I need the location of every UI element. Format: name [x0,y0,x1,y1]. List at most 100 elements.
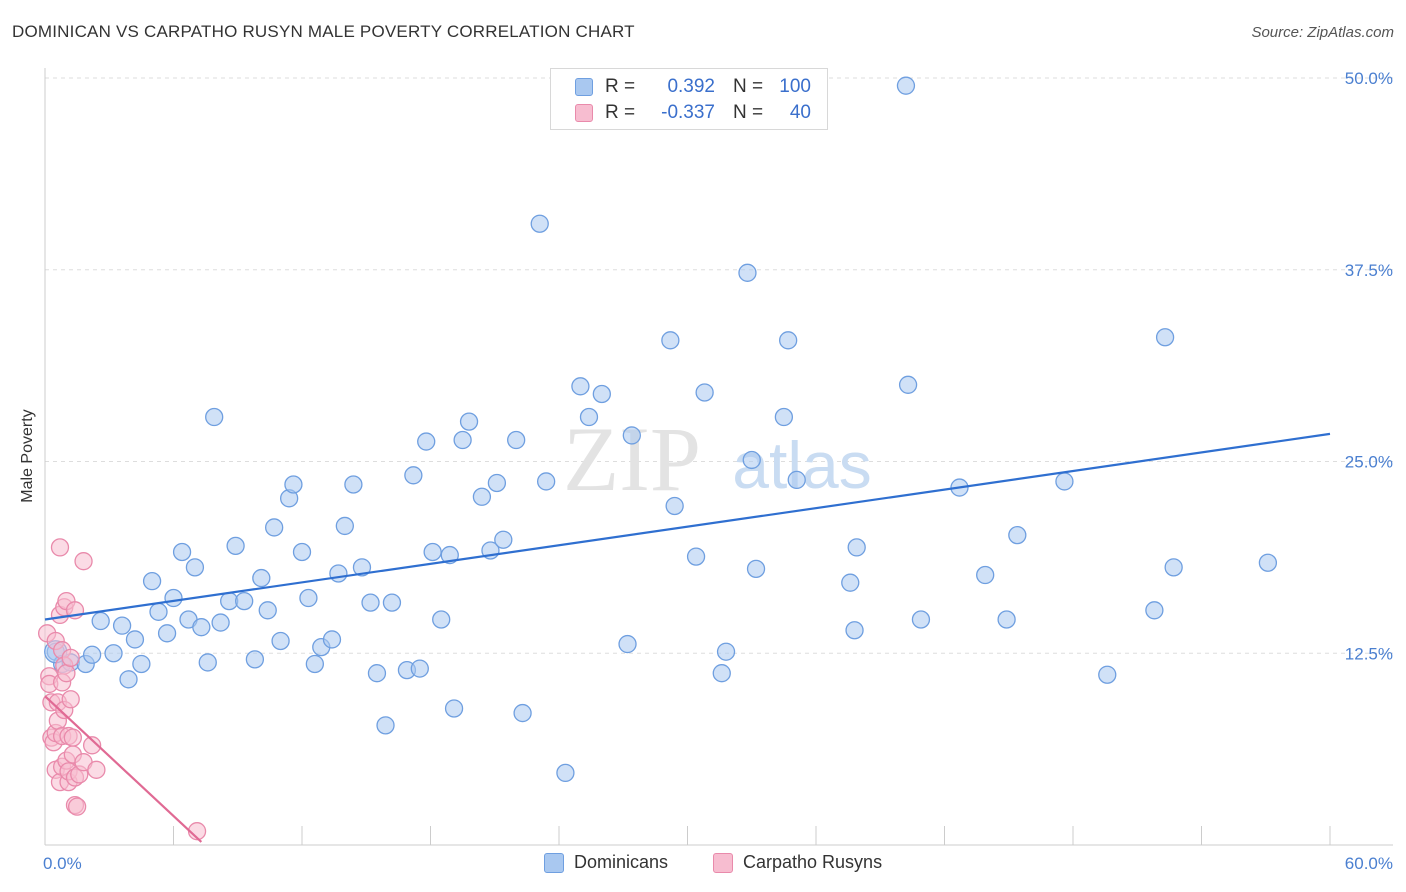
dominican-point [746,559,766,579]
dominican-point [1055,472,1074,491]
dominican-point [1098,665,1117,684]
dominican-point [149,602,168,621]
dominican-point [774,407,794,427]
carpatho-rusyn-point [63,728,82,747]
dominican-point [1008,525,1027,545]
dominican-point [1155,328,1175,347]
dominican-point [507,430,526,450]
dominican-point [571,377,590,396]
y-tick-label: 12.5% [1345,644,1393,663]
dominican-point [911,610,931,629]
chart-title: DOMINICAN VS CARPATHO RUSYN MALE POVERTY… [12,22,635,41]
dominican-point [91,611,110,631]
trend-lines [44,432,1331,843]
dominican-point [618,634,637,654]
dominican-point [787,470,806,490]
carpatho-rusyn-point [61,648,80,668]
dominican-point [361,593,380,612]
dominican-point [404,466,423,485]
legend-r-value: -0.337 [661,102,715,123]
dominican-point [185,558,205,577]
dominican-point [367,664,387,683]
dominican-point [1164,558,1183,577]
dominican-point [661,331,680,350]
dominican-point [271,631,290,651]
source-label: Source: ZipAtlas.com [1251,24,1394,41]
dominican-point [1145,601,1164,620]
dominican-point [112,616,132,635]
dominican-point [738,263,757,282]
legend-n-label: N = [733,76,764,97]
dominican-point [142,572,162,591]
dominican-point [444,699,464,718]
dominican-point [157,624,177,643]
dominican-point [125,630,145,649]
watermark: ZIP atlas [563,408,872,510]
dominican-point [329,564,348,583]
dominican-point [104,644,123,663]
gridlines [45,77,1393,654]
legend-n-label: N = [733,102,764,123]
bottom-legend-label: Dominicans [574,852,669,872]
dominican-point [494,530,513,549]
bottom-legend-swatch-dominicans [544,852,564,873]
dominican-point [537,472,556,491]
legend-row-dominicans: R = 0.392 N = 100 [575,75,811,99]
dominican-point [258,601,277,620]
legend-r-label: R = [605,102,636,123]
carpatho-rusyn-trend-line [44,695,203,843]
dominican-point [686,547,706,566]
dominican-point [119,670,138,689]
dominican-point [284,475,303,494]
x-tick-label: 0.0% [43,854,82,873]
bottom-legend-label: Carpatho Rusyns [743,852,883,872]
dominican-point [164,588,183,608]
dominican-point [292,542,312,562]
axes [44,68,1393,846]
dominican-point [172,542,192,562]
carpatho-rusyn-point [74,552,93,571]
dominican-point [472,487,492,506]
dominican-point [1258,553,1278,572]
dominican-point [82,645,102,664]
carpatho-rusyn-point [61,690,80,709]
dominican-point [265,518,284,537]
legend-swatch-dominicans [575,78,593,96]
dominican-point [344,475,363,494]
dominican-point [235,591,254,611]
dominican-point [997,610,1016,629]
dominican-point [299,588,318,608]
legend-row-carpatho-rusyns: R = -0.337 N = 40 [575,101,811,125]
dominican-point [382,593,402,612]
dominican-point [847,538,866,557]
dominican-point [410,659,429,678]
stats-legend: R = 0.392 N = 100 R = -0.337 N = 40 [550,68,828,130]
legend-n-value: 100 [779,76,811,97]
dominican-point [695,383,714,402]
bottom-legend-carpatho-rusyns: Carpatho Rusyns [713,852,882,873]
x-tick-labels: 0.0% 60.0% [43,854,1393,873]
legend-r-label: R = [605,76,636,97]
dominican-point [487,473,507,493]
carpatho-rusyn-point [67,797,87,816]
dominican-point [896,76,916,95]
legend-n-value: 40 [789,102,811,123]
y-tick-label: 50.0% [1345,69,1393,88]
bottom-legend-swatch-carpatho-rusyns [713,852,733,873]
dominican-point [322,630,342,649]
dominican-point [622,426,641,445]
y-tick-labels: 12.5% 25.0% 37.5% 50.0% [1345,69,1393,663]
dominican-point [417,432,436,451]
bottom-legend-dominicans: Dominicans [544,852,668,873]
dominican-point [132,654,151,674]
x-tick-label: 60.0% [1345,854,1393,873]
dominican-point [376,716,395,735]
dominican-point [459,412,479,431]
series-carpatho-rusyns [37,538,207,841]
dominican-point [305,654,325,674]
carpatho-rusyn-point [57,664,76,683]
dominican-point [252,568,271,588]
dominican-point [976,565,995,585]
dominican-point [845,621,864,640]
